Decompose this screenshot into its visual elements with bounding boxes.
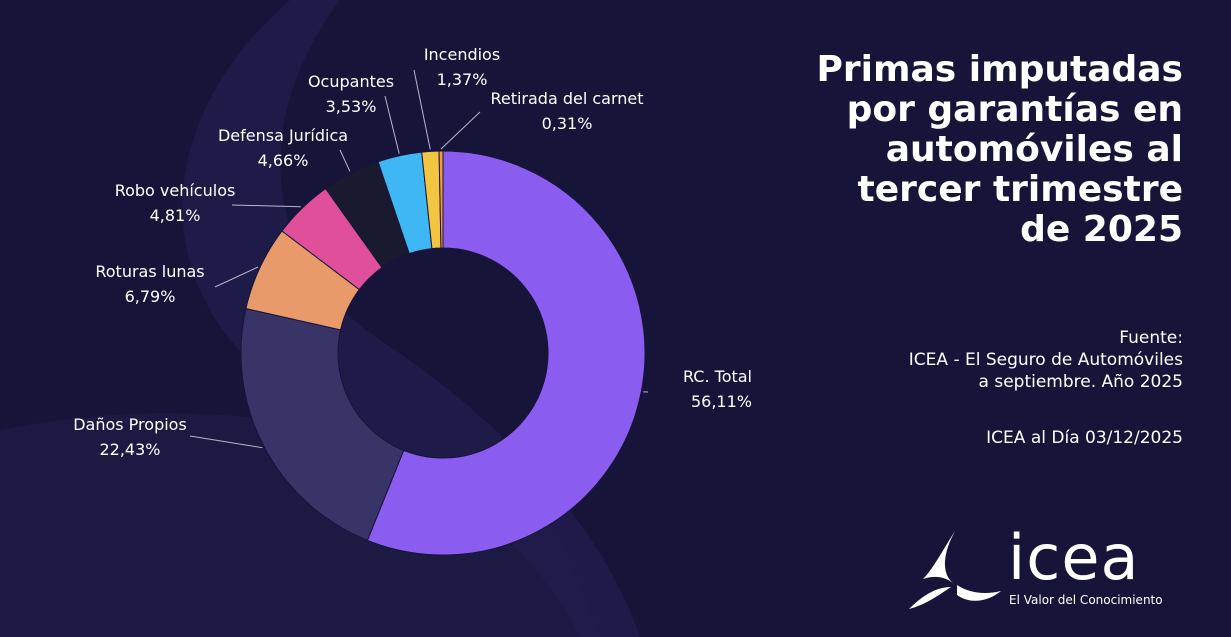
icea-logo: icea El Valor del Conocimiento bbox=[905, 525, 1195, 615]
slice-label-value: 22,43% bbox=[99, 440, 160, 459]
slice-label-name: Defensa Jurídica bbox=[218, 126, 348, 145]
slice-label-name: Ocupantes bbox=[308, 72, 394, 91]
title-line: de 2025 bbox=[1020, 209, 1183, 250]
slice-label-name: Incendios bbox=[424, 45, 500, 64]
donut-slices bbox=[240, 150, 646, 556]
slice-label-value: 4,66% bbox=[258, 151, 309, 170]
source-line: ICEA - El Seguro de Automóviles bbox=[908, 350, 1183, 370]
logo-wordmark: icea bbox=[1008, 521, 1140, 594]
source-line: a septiembre. Año 2025 bbox=[978, 372, 1183, 392]
leader-line bbox=[189, 435, 263, 449]
slice-label-name: Daños Propios bbox=[73, 415, 187, 434]
slice-label-value: 0,31% bbox=[542, 114, 593, 133]
slice-label-value: 6,79% bbox=[125, 287, 176, 306]
donut-slice bbox=[240, 307, 405, 541]
leader-line bbox=[384, 95, 400, 154]
donut-slice bbox=[438, 150, 444, 249]
leader-line bbox=[339, 149, 351, 172]
slice-label-value: 4,81% bbox=[150, 206, 201, 225]
slice-labels: RC. Total 56,11% Daños Propios 22,43% Rotura… bbox=[73, 45, 752, 459]
leader-lines bbox=[189, 69, 649, 449]
publication-date: ICEA al Día 03/12/2025 bbox=[986, 428, 1183, 448]
source-line: Fuente: bbox=[1119, 328, 1183, 348]
leader-line bbox=[214, 266, 259, 288]
donut-slice bbox=[366, 150, 646, 556]
leader-line bbox=[413, 69, 431, 150]
slice-label-name: Robo vehículos bbox=[115, 181, 236, 200]
slice-label-name: Retirada del carnet bbox=[490, 89, 643, 108]
slice-label-value: 3,53% bbox=[326, 97, 377, 116]
chart-title: Primas imputadas por garantías en automó… bbox=[763, 49, 1184, 250]
title-line: por garantías en bbox=[846, 89, 1183, 130]
slice-label-name: Roturas lunas bbox=[95, 262, 204, 281]
leader-line bbox=[231, 204, 301, 208]
title-line: tercer trimestre bbox=[857, 169, 1183, 210]
leader-line bbox=[440, 111, 481, 150]
slice-label-value: 56,11% bbox=[691, 392, 752, 411]
icea-logo-mark-icon bbox=[909, 531, 1001, 609]
slice-label-name: RC. Total bbox=[683, 367, 752, 386]
title-line: Primas imputadas bbox=[816, 49, 1184, 90]
logo-tagline: El Valor del Conocimiento bbox=[1009, 593, 1163, 607]
slice-label-value: 1,37% bbox=[437, 70, 488, 89]
title-line: automóviles al bbox=[885, 129, 1183, 170]
source-note: Fuente: ICEA - El Seguro de Automóviles … bbox=[763, 327, 1183, 393]
